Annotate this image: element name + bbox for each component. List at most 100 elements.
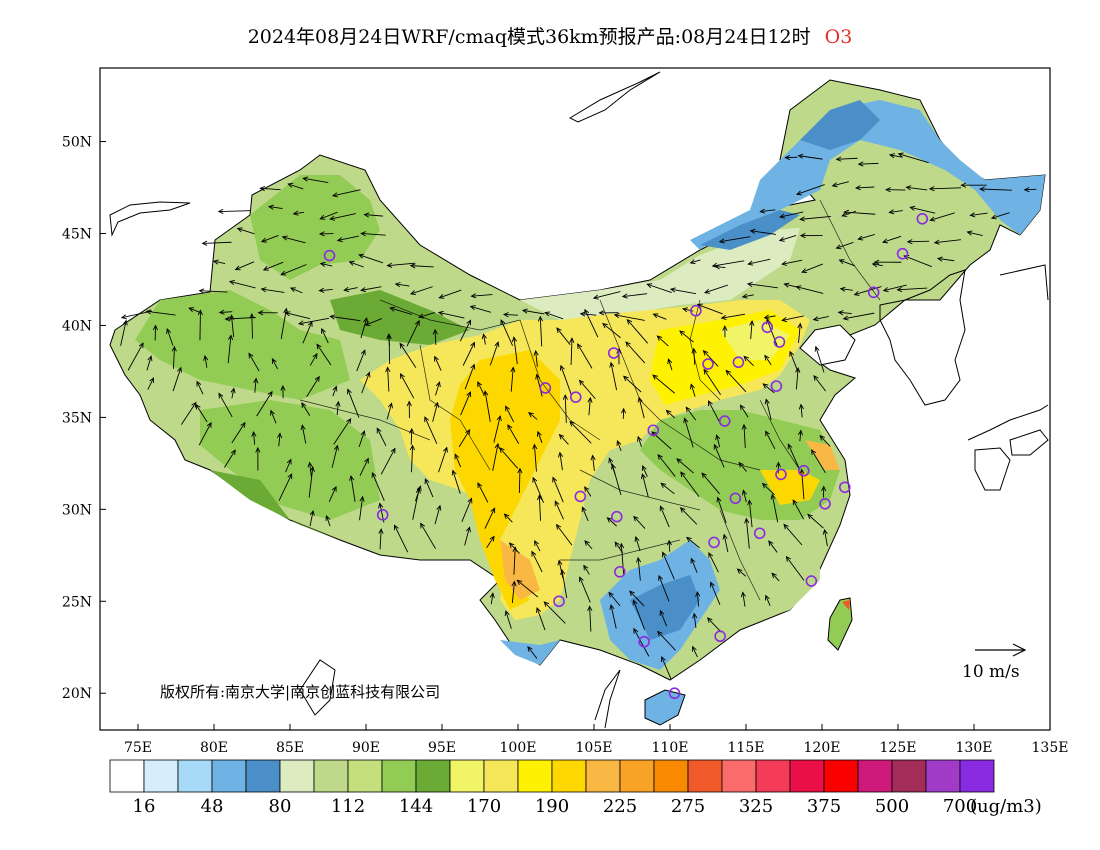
wind-arrow: [740, 591, 746, 607]
wind-arrow: [236, 227, 255, 235]
wind-arrow: [343, 286, 358, 292]
wind-arrow: [691, 347, 697, 365]
wind-arrow: [747, 258, 771, 266]
wind-arrow: [316, 343, 332, 366]
wind-arrow: [309, 353, 318, 366]
wind-arrow: [535, 373, 543, 397]
wind-arrow: [882, 284, 907, 293]
colorbar-swatch: [279, 759, 315, 793]
wind-arrow: [300, 424, 307, 444]
wind-arrow: [499, 447, 519, 469]
wind-arrow: [781, 259, 803, 266]
wind-arrow: [257, 310, 278, 316]
wind-arrow: [309, 509, 315, 527]
wind-arrow: [278, 473, 293, 501]
lon-label: 90E: [352, 740, 380, 756]
wind-arrow: [217, 208, 251, 214]
wind-arrow: [528, 412, 538, 420]
colorbar-label: 170: [467, 796, 501, 817]
wind-arrow: [454, 453, 462, 468]
wind-arrow: [481, 333, 487, 345]
site-marker: [607, 347, 620, 359]
wind-arrow: [646, 283, 672, 293]
copyright-text: 版权所有:南京大学|南京创蓝科技有限公司: [160, 683, 440, 701]
wind-arrow: [409, 263, 434, 269]
wind-arrow: [318, 287, 333, 293]
wind-arrow: [483, 390, 491, 422]
wind-arrow: [458, 429, 471, 448]
wind-arrow: [708, 400, 721, 425]
wind-arrow: [709, 581, 721, 605]
wind-arrow: [557, 451, 564, 471]
wind-arrow: [230, 387, 236, 399]
wind-arrow: [180, 401, 197, 425]
wind-arrow: [249, 313, 255, 339]
wind-arrow: [620, 407, 627, 419]
wind-arrow: [318, 231, 334, 237]
wind-arrow: [360, 231, 386, 237]
wind-arrow: [795, 184, 825, 196]
wind-arrow: [409, 286, 433, 296]
colorbar-label: 16: [133, 796, 156, 817]
wind-arrow: [394, 282, 410, 288]
wind-arrow: [356, 349, 366, 372]
wind-arrow: [606, 517, 617, 527]
wind-arrow: [966, 230, 983, 236]
wind-arrow: [765, 430, 776, 450]
wind-arrow: [686, 536, 700, 549]
wind-arrow: [722, 325, 728, 338]
wind-arrow: [486, 535, 495, 548]
wind-arrow: [657, 630, 676, 651]
coastline-west: [109, 201, 191, 237]
colorbar-label: 144: [399, 796, 433, 817]
wind-arrow: [306, 375, 320, 397]
wind-arrow: [725, 369, 747, 393]
wind-arrow: [469, 305, 492, 313]
wind-arrow: [500, 319, 514, 346]
colorbar-swatch: [585, 759, 621, 793]
lon-label: 130E: [956, 740, 993, 756]
wind-arrow: [489, 592, 495, 605]
wind-arrow: [708, 551, 719, 573]
wind-arrow: [784, 154, 798, 161]
colorbar-label: 48: [201, 796, 224, 817]
wind-arrow: [581, 506, 589, 522]
site-marker: [729, 492, 742, 505]
wind-arrow: [584, 308, 599, 338]
wind-arrow: [797, 322, 803, 343]
wind-arrow: [438, 289, 462, 299]
wind-arrow: [701, 472, 720, 495]
site-marker: [753, 527, 766, 540]
lat-label: 25N: [62, 594, 92, 610]
wind-arrow: [493, 415, 502, 443]
colorbar-swatch: [959, 759, 995, 793]
wind-arrow: [738, 461, 747, 472]
wind-arrow: [378, 528, 384, 550]
wind-arrow: [511, 580, 517, 604]
wind-arrow: [289, 287, 303, 294]
wind-arrow: [720, 313, 746, 320]
colorbar-label: 275: [671, 796, 705, 817]
wind-arrow: [736, 568, 747, 577]
wind-arrow: [933, 239, 961, 245]
wind-arrow: [929, 212, 955, 222]
wind-arrow: [360, 286, 382, 293]
wind-arrow: [652, 374, 676, 394]
wind-arrow: [906, 239, 930, 245]
wind-arrow: [662, 551, 675, 580]
wind-arrow: [329, 213, 356, 221]
wind-arrow: [406, 319, 420, 347]
wind-arrow: [613, 313, 645, 321]
lon-label: 120E: [804, 740, 841, 756]
wind-arrow: [385, 366, 391, 392]
wind-arrow: [267, 204, 283, 210]
wind-arrow: [196, 380, 204, 395]
wind-arrow: [389, 306, 412, 315]
lon-label: 105E: [576, 740, 613, 756]
wind-arrow: [640, 473, 649, 498]
site-marker: [775, 468, 787, 481]
wind-arrow: [666, 539, 672, 552]
wind-arrow: [783, 282, 798, 288]
wind-arrow: [166, 328, 174, 346]
wind-arrow: [198, 421, 212, 446]
